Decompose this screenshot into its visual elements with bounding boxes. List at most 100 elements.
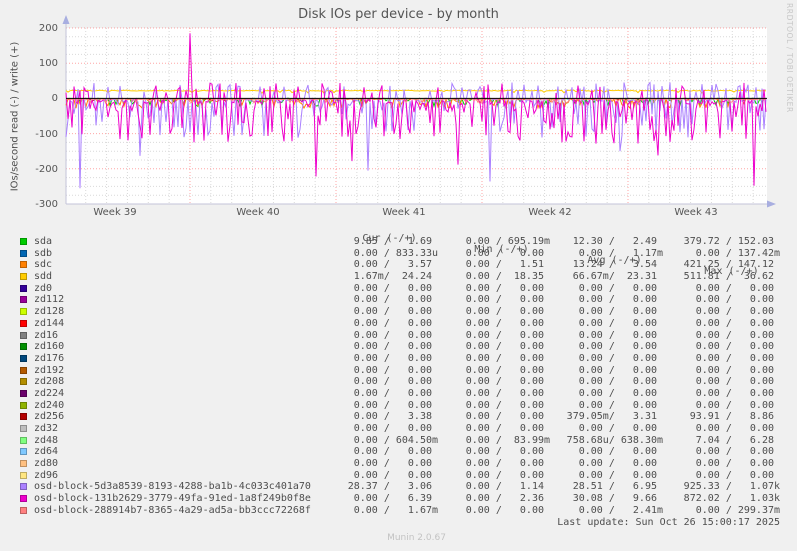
x-label-week-39: Week 39 [93,207,137,218]
stat-min: 0.00 / 0.00 [453,399,550,411]
device-name: zd208 [34,376,65,388]
series-color-swatch-icon [20,413,27,421]
y-tick-neg100: -100 [35,129,58,140]
stat-max: 0.00 / 0.00 [683,282,780,294]
series-color-swatch-icon [20,448,27,456]
stat-max: 0.00 / 0.00 [683,294,780,306]
device-name: zd128 [34,306,65,318]
legend-row: zd208 0.00 / 0.00 0.00 / 0.00 0.00 / 0.0… [0,376,797,388]
rrdtool-credit: RRDTOOL / TOBI OETIKER [785,3,794,113]
series-color-swatch-icon [20,238,27,245]
legend-row: sdc 0.00 / 3.57 0.00 / 1.51 13.24 / 3.54… [0,259,797,271]
stat-min: 0.00 / 83.99m [453,434,550,446]
device-name: zd64 [34,446,59,458]
series-line-sdd [65,89,767,94]
stat-cur: 0.00 / 0.00 [341,317,438,329]
stat-cur: 0.00 / 0.00 [341,469,438,481]
stat-avg: 66.67m/ 23.31 [566,271,663,283]
stat-cur: 0.00 / 0.00 [341,341,438,353]
x-label-week-41: Week 41 [382,207,426,218]
stat-max: 0.00 / 0.00 [683,341,780,353]
device-name: osd-block-131b2629-3779-49fa-91ed-1a8f24… [34,493,311,505]
stat-min: 0.00 / 0.00 [453,458,550,470]
stat-min: 0.00 / 0.00 [453,294,550,306]
device-name: zd160 [34,341,65,353]
stat-avg: 0.00 / 0.00 [566,376,663,388]
stat-min: 0.00 / 0.00 [453,387,550,399]
stat-avg: 0.00 / 0.00 [566,306,663,318]
stat-avg: 0.00 / 0.00 [566,282,663,294]
page-title: Disk IOs per device - by month [298,7,499,22]
legend-row: zd112 0.00 / 0.00 0.00 / 0.00 0.00 / 0.0… [0,294,797,306]
stat-max: 0.00 / 0.00 [683,423,780,434]
legend-row: zd192 0.00 / 0.00 0.00 / 0.00 0.00 / 0.0… [0,365,797,377]
y-tick-200: 200 [38,23,58,34]
stat-min: 0.00 / 0.00 [453,329,550,341]
legend-row: zd160 0.00 / 0.00 0.00 / 0.00 0.00 / 0.0… [0,341,797,353]
legend-row: sda 9.85 / 1.69 0.00 / 695.19m 12.30 / 2… [0,236,797,248]
munin-version: Munin 2.0.67 [387,533,446,543]
stat-cur: 0.00 / 0.00 [341,306,438,318]
stat-max: 0.00 / 137.42m [683,247,780,259]
stat-cur: 0.00 / 0.00 [341,399,438,411]
stat-avg: 12.30 / 2.49 [566,236,663,247]
series-color-swatch-icon [20,331,27,339]
stat-cur: 0.00 / 3.57 [341,259,438,271]
legend-row: zd224 0.00 / 0.00 0.00 / 0.00 0.00 / 0.0… [0,388,797,400]
device-name: sdc [34,259,53,271]
legend-header-avg: Avg (-/+) [587,255,642,266]
legend-row: zd96 0.00 / 0.00 0.00 / 0.00 0.00 / 0.00… [0,470,797,482]
stat-avg: 0.00 / 0.00 [566,458,663,470]
stat-min: 0.00 / 0.00 [453,341,550,353]
stat-min: 0.00 / 0.00 [453,504,550,516]
legend-header-row: Cur (-/+) Min (-/+) Avg (-/+) Max (-/+) [0,222,797,277]
stat-min: 0.00 / 0.00 [453,376,550,388]
legend-row: osd-block-131b2629-3779-49fa-91ed-1a8f24… [0,493,797,505]
stat-min: 0.00 / 0.00 [453,446,550,458]
legend-row: sdb 0.00 / 833.33u 0.00 / 0.00 0.00 / 1.… [0,248,797,260]
device-name: zd16 [34,329,59,341]
stat-min: 0.00 / 0.00 [453,317,550,329]
series-color-swatch-icon [20,378,27,386]
stat-avg: 0.00 / 0.00 [566,329,663,341]
device-name: sdb [34,247,53,259]
legend-row: zd48 0.00 / 604.50m 0.00 / 83.99m 758.68u… [0,435,797,447]
series-color-swatch-icon [20,495,27,503]
y-tick-neg200: -200 [35,164,58,175]
stat-cur: 0.00 / 1.67m [341,504,438,516]
stat-min: 0.00 / 0.00 [453,469,550,481]
stat-avg: 0.00 / 1.17m [566,247,663,259]
stat-max: 0.00 / 0.00 [683,458,780,470]
legend-row: zd0 0.00 / 0.00 0.00 / 0.00 0.00 / 0.00 … [0,283,797,295]
legend-row: zd64 0.00 / 0.00 0.00 / 0.00 0.00 / 0.00… [0,446,797,458]
stat-min: 0.00 / 0.00 [453,306,550,318]
stat-avg: 379.05m/ 3.31 [566,411,663,423]
device-name: zd32 [34,423,59,434]
stat-min: 0.00 / 1.14 [453,481,550,493]
device-name: zd176 [34,352,65,364]
stat-cur: 0.00 / 0.00 [341,446,438,458]
device-name: zd112 [34,294,65,306]
stat-max: 93.91 / 8.86 [683,411,780,423]
stat-avg: 0.00 / 0.00 [566,317,663,329]
series-color-swatch-icon [20,483,27,491]
stat-cur: 0.00 / 0.00 [341,294,438,306]
series-color-swatch-icon [20,319,27,327]
series-color-swatch-icon [20,249,27,257]
legend-row: zd240 0.00 / 0.00 0.00 / 0.00 0.00 / 0.0… [0,400,797,412]
stat-cur: 0.00 / 0.00 [341,387,438,399]
stat-cur: 0.00 / 833.33u [341,247,438,259]
stat-max: 0.00 / 0.00 [683,376,780,388]
stat-max: 421.25 / 147.12 [683,259,780,271]
series-color-swatch-icon [20,273,27,281]
series-color-swatch-icon [20,425,27,432]
device-name: osd-block-288914b7-8365-4a29-ad5a-bb3ccc… [34,504,311,516]
series-color-swatch-icon [20,366,27,374]
series-color-swatch-icon [20,389,27,397]
stat-max: 379.72 / 152.03 [683,236,780,247]
stat-cur: 1.67m/ 24.24 [341,271,438,283]
stat-max: 0.00 / 0.00 [683,329,780,341]
device-name: sda [34,236,53,247]
series-color-swatch-icon [20,436,27,444]
